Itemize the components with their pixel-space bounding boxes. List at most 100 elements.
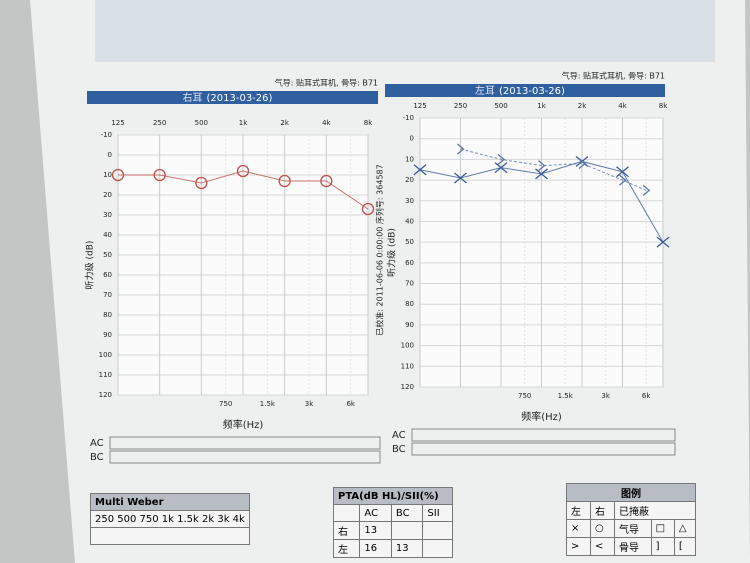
legend-title: 图例	[566, 483, 696, 502]
y-tick-label: 120	[99, 391, 112, 399]
weber-table: Multi Weber 250 500 750 1k 1.5k 2k 3k 4k	[90, 493, 250, 545]
x-tick-label: 1k	[239, 119, 248, 127]
x-tick-label: 500	[494, 102, 507, 110]
x-tick-label: 3k	[601, 392, 610, 400]
y-tick-label: 100	[401, 342, 414, 350]
legend-header: 左	[566, 501, 591, 520]
title-bar	[87, 91, 378, 104]
row-label: BC	[90, 452, 104, 463]
legend-cell: □	[650, 519, 675, 538]
legend-cell: 气导	[613, 519, 652, 538]
marker	[494, 162, 508, 174]
x-tick-label: 125	[111, 119, 124, 127]
legend-cell: >	[566, 537, 591, 556]
legend-cell: [	[673, 537, 697, 556]
x-tick-label: 8k	[364, 119, 373, 127]
note: 气导: 贴耳式耳机, 骨导: B71	[562, 71, 665, 81]
pta-corner	[332, 504, 361, 522]
x-axis-label: 频率(Hz)	[223, 418, 264, 431]
y-tick-label: 0	[410, 135, 414, 143]
y-tick-label: 120	[401, 383, 414, 391]
y-tick-label: 40	[103, 231, 112, 239]
marker	[236, 164, 250, 178]
y-axis-label: 听力级 (dB)	[84, 241, 96, 290]
y-tick-label: 50	[103, 251, 112, 259]
x-tick-label: 250	[153, 119, 166, 127]
x-tick-label: 6k	[642, 392, 651, 400]
marker	[278, 174, 291, 188]
weber-empty	[90, 527, 250, 545]
marker	[413, 164, 427, 176]
pta-cell: 右	[332, 521, 361, 540]
y-tick-label: 50	[405, 238, 414, 246]
pta-header: AC	[359, 504, 392, 522]
series-line	[460, 148, 647, 191]
y-tick-label: 30	[405, 197, 414, 205]
pta-table: PTA(dB HL)/SII(%) AC BC SII 右 13 左 16 13	[332, 487, 453, 558]
marker	[642, 184, 651, 196]
marker	[111, 168, 125, 182]
y-tick-label: 10	[103, 171, 112, 179]
marker	[656, 236, 670, 248]
row-box	[411, 428, 676, 442]
y-tick-label: 40	[405, 217, 414, 225]
y-tick-label: 100	[99, 351, 112, 359]
marker	[457, 143, 465, 155]
x-tick-label: 2k	[280, 119, 289, 127]
marker	[361, 202, 375, 216]
legend-cell: ×	[566, 519, 591, 538]
row-label: AC	[392, 430, 406, 441]
x-tick-label: 500	[195, 119, 208, 127]
calibration: 已校准: 2011-06-06 0:00:00 序列号: 364587	[375, 164, 385, 335]
pta-header: BC	[390, 504, 424, 522]
y-tick-label: 60	[405, 259, 414, 267]
legend-cell: ○	[589, 519, 615, 538]
chart-subtitle: (2013-03-26)	[207, 93, 273, 104]
legend-cell: <	[589, 537, 615, 556]
row-box	[109, 436, 381, 450]
row-box	[411, 442, 676, 456]
y-tick-label: -10	[101, 131, 112, 139]
y-tick-label: 0	[108, 151, 112, 159]
pta-cell: 16	[359, 539, 392, 558]
legend-cell: 骨导	[613, 537, 652, 556]
marker	[320, 174, 333, 188]
pta-cell: 13	[359, 521, 392, 540]
marker	[616, 166, 629, 178]
row-label: BC	[392, 444, 406, 455]
y-tick-label: 20	[405, 176, 414, 184]
x-tick-label: 4k	[322, 119, 331, 127]
x-tick-label: 8k	[659, 102, 668, 110]
row-label: AC	[90, 438, 104, 449]
x-tick-label: 6k	[346, 400, 355, 408]
marker	[538, 160, 546, 172]
x-tick-label: 125	[413, 102, 426, 110]
y-tick-label: 10	[405, 155, 414, 163]
y-tick-label: 70	[405, 280, 414, 288]
marker	[535, 168, 548, 180]
pta-header: SII	[422, 504, 453, 522]
chart-title: 右耳	[183, 91, 203, 104]
chart-subtitle: (2013-03-26)	[499, 86, 565, 97]
pta-cell: 左	[332, 539, 361, 558]
title-bar	[385, 84, 665, 97]
x-tick-label: 750	[518, 392, 531, 400]
y-tick-label: -10	[403, 114, 414, 122]
row-box	[109, 450, 381, 464]
pta-cell	[422, 539, 453, 558]
pta-cell: 13	[390, 539, 424, 558]
y-tick-label: 70	[103, 291, 112, 299]
y-tick-label: 90	[405, 321, 414, 329]
y-tick-label: 80	[103, 311, 112, 319]
pta-cell	[390, 521, 424, 540]
x-tick-label: 250	[454, 102, 467, 110]
x-tick-label: 3k	[305, 400, 314, 408]
weber-header: 250 500 750 1k 1.5k 2k 3k 4k	[90, 510, 250, 528]
y-tick-label: 30	[103, 211, 112, 219]
legend-cell: △	[673, 519, 697, 538]
x-tick-label: 750	[219, 400, 232, 408]
y-tick-label: 80	[405, 300, 414, 308]
y-axis-label: 听力级 (dB)	[386, 228, 398, 277]
